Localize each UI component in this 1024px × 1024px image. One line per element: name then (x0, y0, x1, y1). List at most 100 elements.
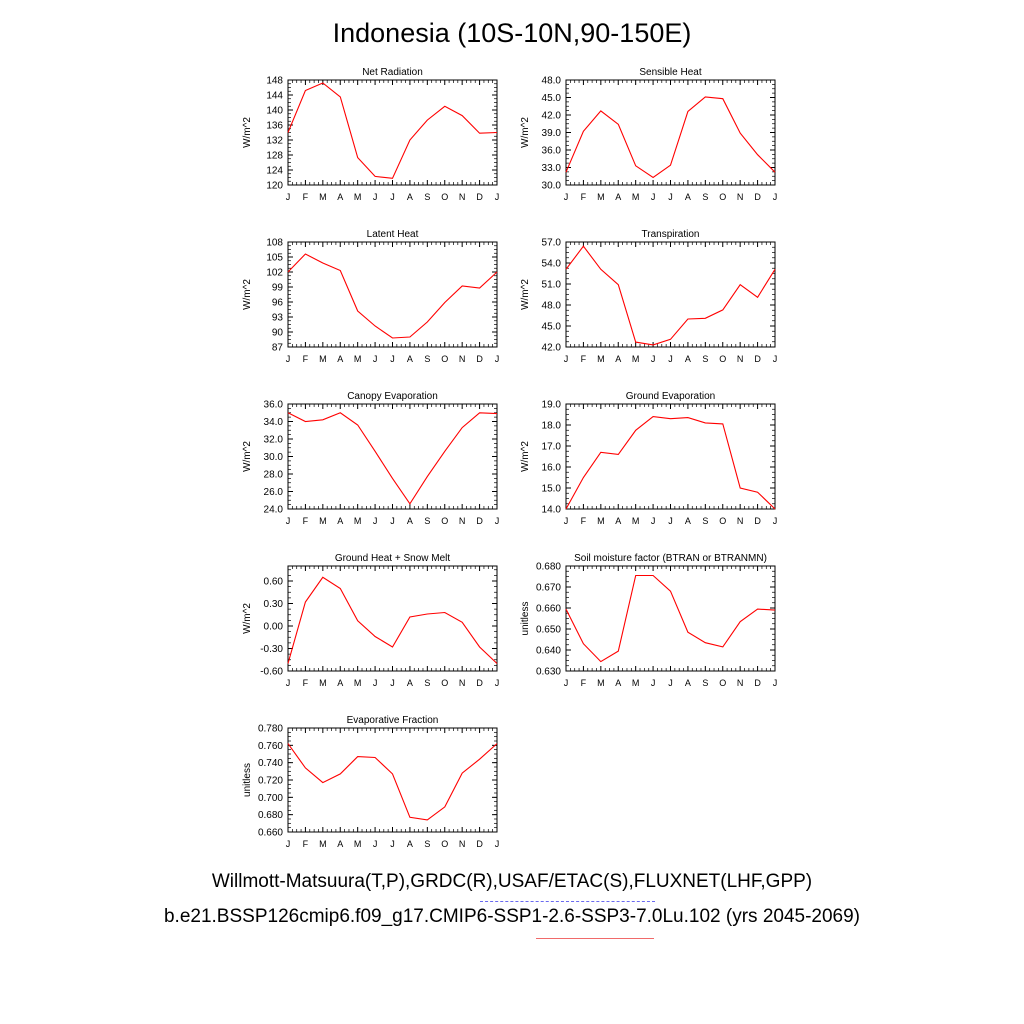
x-tick-label: O (441, 192, 448, 202)
y-axis-label: W/m^2 (520, 441, 531, 472)
y-tick-label: 16.0 (542, 463, 562, 474)
x-tick-label: S (424, 516, 430, 526)
y-tick-label: 48.0 (542, 76, 562, 87)
x-tick-label: J (390, 192, 395, 202)
y-tick-label: 18.0 (542, 421, 562, 432)
series-line (565, 574, 776, 663)
x-tick-label: N (737, 192, 744, 202)
y-tick-label: 42.0 (542, 343, 562, 354)
x-tick-label: M (319, 354, 327, 364)
y-tick-label: 90 (272, 328, 284, 339)
x-tick-label: A (615, 354, 621, 364)
x-tick-label: O (441, 354, 448, 364)
y-tick-label: 30.0 (542, 181, 562, 192)
y-tick-label: 42.0 (542, 111, 562, 122)
y-tick-label: 57.0 (542, 238, 562, 249)
x-tick-label: D (754, 192, 761, 202)
x-tick-label: J (668, 192, 673, 202)
x-tick-label: M (319, 678, 327, 688)
x-tick-label: J (286, 354, 291, 364)
plot-frame (565, 79, 776, 186)
y-axis-label: W/m^2 (242, 279, 253, 310)
y-tick-label: 48.0 (542, 301, 562, 312)
x-tick-label: J (495, 678, 500, 688)
y-tick-label: 0.680 (258, 810, 283, 821)
x-tick-label: M (354, 354, 362, 364)
x-tick-label: N (737, 516, 744, 526)
y-tick-label: 14.0 (542, 505, 562, 516)
series-line (287, 253, 498, 339)
x-tick-label: J (286, 678, 291, 688)
x-tick-label: M (319, 192, 327, 202)
x-tick-label: D (476, 678, 483, 688)
x-tick-label: F (581, 516, 587, 526)
y-tick-label: 0.30 (264, 599, 284, 610)
x-tick-label: A (615, 516, 621, 526)
y-tick-label: -0.30 (260, 644, 283, 655)
y-axis-label: unitless (520, 602, 531, 636)
x-tick-label: M (354, 839, 362, 849)
y-axis-label: W/m^2 (520, 279, 531, 310)
x-tick-label: J (668, 678, 673, 688)
x-tick-label: A (615, 192, 621, 202)
y-tick-label: 0.700 (258, 793, 283, 804)
x-tick-label: A (337, 516, 343, 526)
x-tick-label: M (632, 354, 640, 364)
y-tick-label: 99 (272, 283, 284, 294)
x-tick-label: A (685, 516, 691, 526)
x-tick-label: F (303, 516, 309, 526)
x-tick-label: J (773, 678, 778, 688)
series-line (565, 416, 776, 510)
x-tick-label: J (668, 516, 673, 526)
chart-title: Soil moisture factor (BTRAN or BTRANMN) (574, 553, 767, 564)
x-tick-label: J (668, 354, 673, 364)
y-tick-label: 0.740 (258, 758, 283, 769)
x-tick-label: S (424, 839, 430, 849)
y-tick-label: 45.0 (542, 93, 562, 104)
x-tick-label: J (651, 516, 656, 526)
case-footer: b.e21.BSSP126cmip6.f09_g17.CMIP6-SSP1-2.… (163, 906, 861, 927)
x-tick-label: N (459, 192, 466, 202)
y-tick-label: 26.0 (264, 487, 284, 498)
x-tick-label: O (441, 516, 448, 526)
x-tick-label: A (337, 354, 343, 364)
y-tick-label: 0.630 (536, 667, 561, 678)
x-tick-label: M (354, 516, 362, 526)
plot-frame (287, 79, 498, 186)
y-tick-label: 32.0 (264, 435, 284, 446)
y-tick-label: 17.0 (542, 442, 562, 453)
x-tick-label: J (773, 516, 778, 526)
x-tick-label: J (773, 354, 778, 364)
y-tick-label: 136 (266, 121, 283, 132)
x-tick-label: S (424, 354, 430, 364)
x-tick-label: D (754, 354, 761, 364)
x-tick-label: S (702, 516, 708, 526)
plot-frame (565, 565, 776, 672)
series-line (287, 743, 498, 821)
x-tick-label: A (685, 354, 691, 364)
x-tick-label: M (632, 678, 640, 688)
x-tick-label: J (286, 516, 291, 526)
x-tick-label: F (303, 192, 309, 202)
x-tick-label: J (651, 354, 656, 364)
x-tick-label: A (337, 839, 343, 849)
x-tick-label: O (719, 192, 726, 202)
x-tick-label: S (424, 192, 430, 202)
x-tick-label: J (495, 192, 500, 202)
y-tick-label: 0.650 (536, 625, 561, 636)
x-tick-label: J (495, 839, 500, 849)
y-tick-label: 105 (266, 253, 283, 264)
case-underline (536, 938, 654, 939)
series-line (565, 245, 776, 346)
x-tick-label: A (407, 678, 413, 688)
y-tick-label: 0.660 (536, 604, 561, 615)
x-tick-label: N (459, 516, 466, 526)
y-tick-label: 102 (266, 268, 283, 279)
y-tick-label: -0.60 (260, 667, 283, 678)
x-tick-label: J (564, 354, 569, 364)
